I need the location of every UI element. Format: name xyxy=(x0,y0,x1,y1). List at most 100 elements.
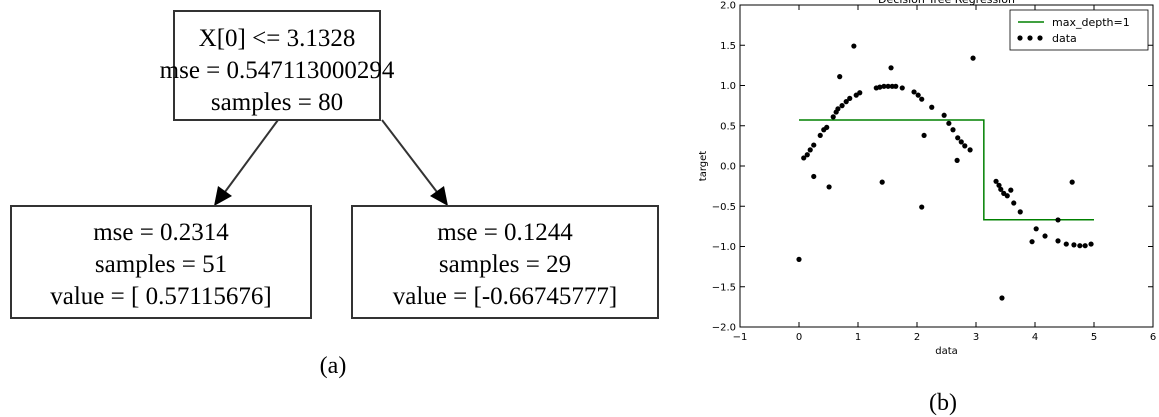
data-point xyxy=(811,173,817,180)
node-text: mse = 0.2314 xyxy=(93,219,229,246)
data-point xyxy=(804,152,810,158)
y-tick-label: 1.5 xyxy=(720,41,736,52)
arrow-head xyxy=(430,186,448,206)
data-point xyxy=(824,124,830,130)
plot: Decision Tree Regression −1 0 1 2 3 4 5 6 −2.0 −1.… xyxy=(698,0,1156,357)
y-tick-label: −1.5 xyxy=(712,282,736,293)
node-text: samples = 29 xyxy=(439,251,571,278)
y-tick-label: −2.0 xyxy=(712,323,736,334)
y-tick-label: 1.0 xyxy=(720,81,736,92)
data-point xyxy=(1082,243,1088,249)
node-box xyxy=(10,205,312,319)
data-point xyxy=(1011,200,1017,206)
edge xyxy=(381,119,441,197)
data-point xyxy=(830,114,836,120)
data-point xyxy=(993,178,999,184)
x-tick-label: 3 xyxy=(973,332,979,343)
data-point xyxy=(888,65,894,71)
data-point xyxy=(1004,193,1010,199)
data-point xyxy=(879,179,885,185)
plot-area xyxy=(739,4,1154,328)
data-point xyxy=(999,295,1005,301)
data-point xyxy=(826,184,832,190)
x-tick-label: −1 xyxy=(733,332,748,343)
data-point xyxy=(851,43,857,49)
data-point xyxy=(941,112,947,118)
node-box xyxy=(351,205,659,319)
data-point xyxy=(1033,226,1039,232)
data-point xyxy=(919,96,925,102)
data-point xyxy=(807,147,813,153)
data-point xyxy=(881,83,887,89)
data-point xyxy=(877,84,883,90)
node-text: mse = 0.547113000294 xyxy=(160,57,395,84)
caption: (a) xyxy=(320,353,347,379)
data-point xyxy=(929,104,935,110)
data-point xyxy=(911,89,917,95)
node-text: samples = 51 xyxy=(95,251,227,278)
node-text: value = [-0.66745777] xyxy=(393,283,617,310)
data-point xyxy=(857,90,863,96)
data-point xyxy=(847,95,853,101)
data-point xyxy=(967,147,973,153)
data-point xyxy=(899,85,905,91)
legend-swatch xyxy=(1017,35,1023,41)
data-point xyxy=(837,74,843,80)
data-point xyxy=(1055,238,1061,244)
node-text: value = [ 0.57115676] xyxy=(50,283,271,310)
x-tick-label: 1 xyxy=(855,332,861,343)
y-tick-label: 2.0 xyxy=(720,1,736,12)
data-point xyxy=(885,83,891,89)
tree-diagram xyxy=(10,10,659,319)
legend-swatch xyxy=(1027,35,1033,41)
data-point xyxy=(893,83,899,89)
x-tick-label: 4 xyxy=(1032,332,1038,343)
legend-swatch xyxy=(1037,35,1043,41)
data-point xyxy=(998,186,1004,192)
node-text: samples = 80 xyxy=(211,89,343,116)
data-point xyxy=(1063,241,1069,247)
y-tick-label: 0.0 xyxy=(720,162,736,173)
data-point xyxy=(962,143,968,149)
data-point xyxy=(843,99,849,105)
data-point xyxy=(839,103,845,109)
legend-box xyxy=(1009,9,1149,51)
data-point xyxy=(801,155,807,161)
y-tick-label: −0.5 xyxy=(712,202,736,213)
y-tick-label: −1.0 xyxy=(712,242,736,253)
step-line xyxy=(799,119,1094,221)
data-point xyxy=(817,132,823,139)
data-point xyxy=(1088,241,1094,247)
data-point xyxy=(958,139,964,145)
data-point xyxy=(1077,243,1083,249)
data-point xyxy=(835,106,841,112)
data-point xyxy=(946,120,952,126)
data-point xyxy=(970,55,976,61)
data-point xyxy=(811,142,817,148)
data-point xyxy=(1071,242,1077,248)
arrow-head xyxy=(214,186,232,206)
chart-title: Decision Tree Regression xyxy=(878,0,1015,6)
node-box xyxy=(173,10,381,121)
data-point xyxy=(1008,187,1014,193)
y-tick-label: 0.5 xyxy=(720,121,736,132)
x-tick-label: 5 xyxy=(1091,332,1097,343)
y-axis-label: target xyxy=(698,151,709,181)
data-point xyxy=(955,135,961,141)
caption: (b) xyxy=(929,390,957,416)
x-tick-label: 0 xyxy=(796,332,802,343)
data-point xyxy=(954,157,960,163)
x-axis-label: data xyxy=(935,346,958,357)
legend-label: data xyxy=(1052,32,1077,45)
data-point xyxy=(996,182,1002,188)
data-point xyxy=(921,132,927,139)
data-point xyxy=(796,256,802,262)
legend-label: max_depth=1 xyxy=(1052,16,1130,29)
data-point xyxy=(950,127,956,133)
data-point xyxy=(1042,233,1048,239)
data-point xyxy=(1069,179,1075,185)
node-text: X[0] <= 3.1328 xyxy=(199,25,356,52)
data-point xyxy=(919,204,925,210)
edge xyxy=(221,119,279,197)
